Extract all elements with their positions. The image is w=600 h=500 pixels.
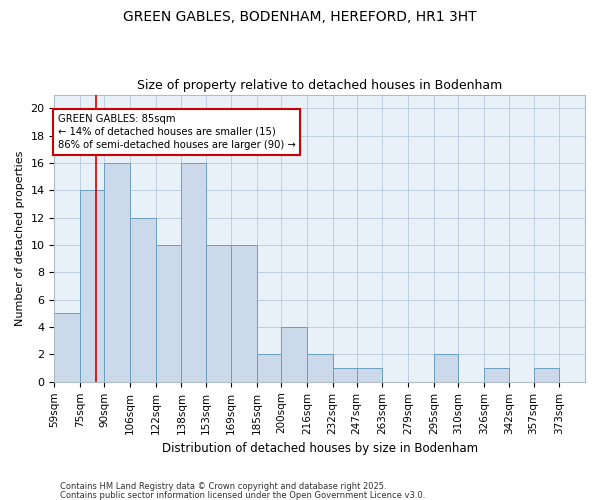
Bar	[130, 218, 155, 382]
Text: GREEN GABLES, BODENHAM, HEREFORD, HR1 3HT: GREEN GABLES, BODENHAM, HEREFORD, HR1 3H…	[123, 10, 477, 24]
Text: Contains public sector information licensed under the Open Government Licence v3: Contains public sector information licen…	[60, 490, 425, 500]
Bar	[55, 314, 80, 382]
Title: Size of property relative to detached houses in Bodenham: Size of property relative to detached ho…	[137, 79, 502, 92]
X-axis label: Distribution of detached houses by size in Bodenham: Distribution of detached houses by size …	[161, 442, 478, 455]
Y-axis label: Number of detached properties: Number of detached properties	[15, 150, 25, 326]
Text: Contains HM Land Registry data © Crown copyright and database right 2025.: Contains HM Land Registry data © Crown c…	[60, 482, 386, 491]
Bar	[281, 327, 307, 382]
Bar	[332, 368, 356, 382]
Bar	[231, 245, 257, 382]
Bar	[356, 368, 382, 382]
Bar	[80, 190, 104, 382]
Bar	[307, 354, 332, 382]
Bar	[206, 245, 231, 382]
Bar	[104, 163, 130, 382]
Bar	[181, 163, 206, 382]
Bar	[155, 245, 181, 382]
Bar	[484, 368, 509, 382]
Bar	[434, 354, 458, 382]
Text: GREEN GABLES: 85sqm
← 14% of detached houses are smaller (15)
86% of semi-detach: GREEN GABLES: 85sqm ← 14% of detached ho…	[58, 114, 295, 150]
Bar	[533, 368, 559, 382]
Bar	[257, 354, 281, 382]
